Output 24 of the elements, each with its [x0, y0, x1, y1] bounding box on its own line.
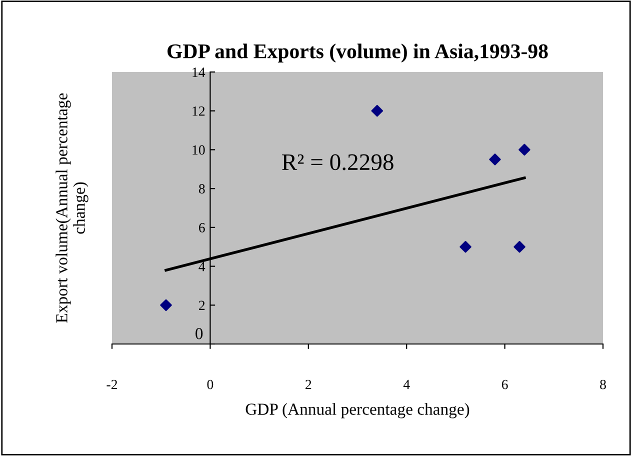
- chart-title: GDP and Exports (volume) in Asia,1993-98: [168, 44, 548, 63]
- x-tick-label: 4: [403, 380, 410, 390]
- y-tick-label: 14: [192, 68, 206, 77]
- point: [160, 299, 172, 312]
- y-tick-label: 4: [198, 262, 206, 272]
- y-axis-title: Export volume(Annual percentage change): [56, 93, 88, 323]
- y-tick-label: 10: [192, 145, 205, 155]
- point: [371, 104, 384, 117]
- annotation: R² = 0.2298: [282, 154, 394, 170]
- x-tick-label: 2: [306, 380, 312, 390]
- y-tick-label: 0: [196, 328, 203, 340]
- x-tick-label: -2: [106, 380, 118, 390]
- x-tick-label: 8: [600, 380, 606, 390]
- x-tick-label: 0: [207, 380, 214, 390]
- point: [489, 154, 501, 166]
- x-axis-title: GDP (Annual percentage change): [246, 403, 470, 418]
- y-tick-label: 8: [198, 184, 205, 194]
- y-tick-label: 12: [192, 106, 205, 116]
- point: [518, 144, 530, 156]
- point: [460, 240, 472, 253]
- x-tick-label: 6: [502, 380, 508, 390]
- point: [514, 240, 526, 253]
- y-tick-label: 2: [199, 300, 205, 310]
- y-tick-label: 6: [198, 223, 205, 232]
